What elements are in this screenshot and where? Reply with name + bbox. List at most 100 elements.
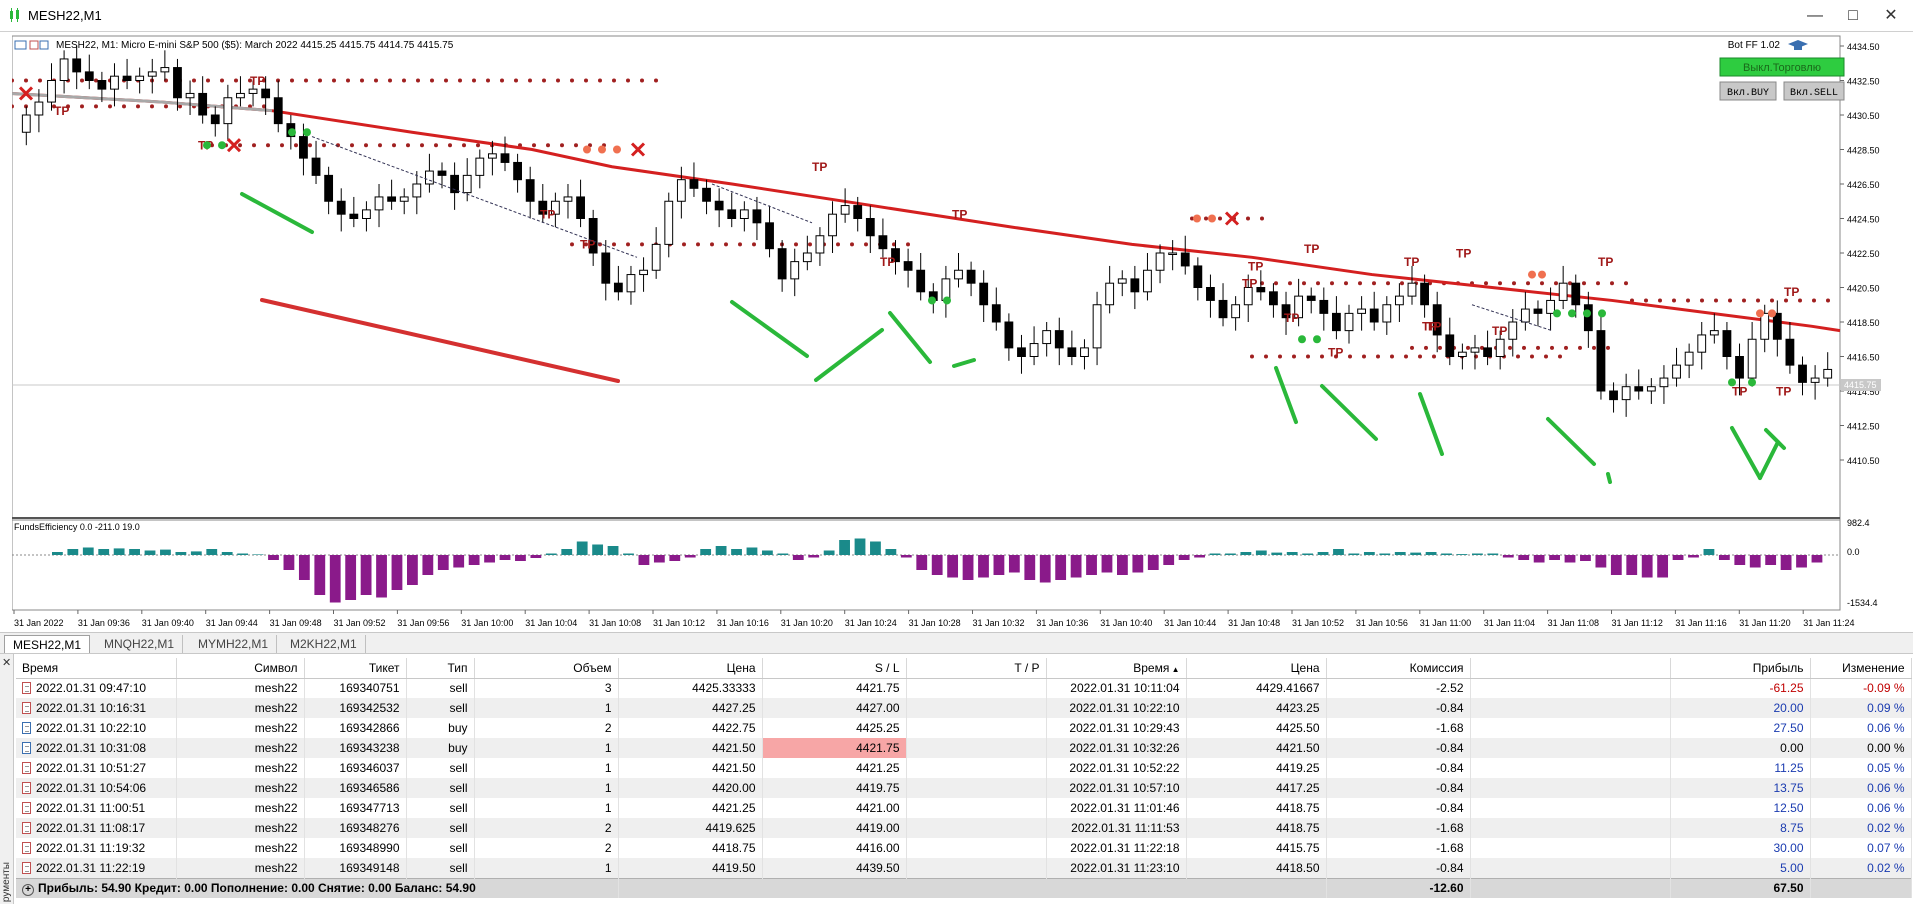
tp-level-dot — [38, 78, 42, 83]
column-header[interactable]: Цена — [618, 658, 763, 679]
column-header[interactable]: Комиссия — [1326, 658, 1471, 679]
maximize-icon[interactable]: □ — [1848, 7, 1858, 24]
histogram-bar — [684, 555, 696, 558]
table-row[interactable]: 2022.01.31 10:51:27 mesh22 169346037 sell 1 4… — [16, 758, 1912, 778]
table-cell: -0.84 — [1326, 798, 1471, 818]
column-header[interactable]: Тикет — [304, 658, 407, 679]
table-cell: sell — [406, 758, 475, 778]
buy-on-button[interactable]: Вкл.BUY — [1719, 81, 1777, 101]
entry-signal-dot — [1748, 378, 1756, 387]
table-cell — [1470, 738, 1671, 758]
candle — [840, 188, 850, 223]
sell-on-button[interactable]: Вкл.SELL — [1783, 81, 1845, 101]
table-cell: 2022.01.31 11:23:10 — [1046, 858, 1187, 878]
minimize-icon[interactable]: — — [1807, 7, 1823, 24]
tp-level-dot — [234, 78, 238, 83]
table-row[interactable]: 2022.01.31 11:19:32 mesh22 169348990 sell 2 4… — [16, 838, 1912, 858]
column-header[interactable]: Символ — [176, 658, 305, 679]
entry-signal-dot — [1553, 309, 1561, 318]
candle — [399, 188, 409, 215]
table-row[interactable]: 2022.01.31 10:22:10 mesh22 169342866 buy 2 44… — [16, 718, 1912, 738]
candle — [223, 84, 233, 141]
tp-level-dot — [294, 143, 298, 148]
close-icon[interactable]: ✕ — [2, 657, 12, 669]
tp-level-dot — [1558, 354, 1562, 359]
table-cell: buy — [406, 738, 475, 758]
column-header[interactable] — [1470, 658, 1671, 679]
chart-objects-icon[interactable] — [39, 40, 49, 50]
price-tick-label: 4432.50 — [1847, 77, 1880, 87]
tp-level-dot — [906, 242, 910, 247]
candle — [1684, 343, 1694, 379]
table-cell: 4421.25 — [762, 758, 907, 778]
tab-m2kh22[interactable]: M2KH22,M1 — [282, 635, 366, 653]
column-header[interactable]: Тип — [406, 658, 475, 679]
table-row[interactable]: 2022.01.31 10:54:06 mesh22 169346586 sell 1 4… — [16, 778, 1912, 798]
tab-mymh22[interactable]: MYMH22,M1 — [190, 635, 278, 653]
table-row[interactable]: 2022.01.31 10:16:31 mesh22 169342532 sell 1 4… — [16, 698, 1912, 718]
tp-level-dot — [238, 143, 242, 148]
tp-level-dot — [1672, 298, 1676, 303]
tp-level-dot — [1686, 298, 1690, 303]
chart-settings-icon[interactable] — [29, 40, 39, 50]
close-icon[interactable]: ✕ — [1884, 7, 1898, 24]
histogram-bar — [792, 555, 804, 560]
table-cell: 4421.50 — [618, 738, 763, 758]
table-row[interactable]: 2022.01.31 11:08:17 mesh22 169348276 sell 2 4… — [16, 818, 1912, 838]
histogram-bar — [298, 555, 310, 580]
tab-mesh22[interactable]: MESH22,M1 — [4, 635, 91, 653]
table-cell — [1470, 778, 1671, 798]
table-cell: 169342866 — [304, 718, 407, 738]
table-row[interactable]: 2022.01.31 09:47:10 mesh22 169340751 sell 3 4… — [16, 678, 1912, 698]
candle — [752, 196, 762, 241]
green-trend-stroke — [730, 300, 809, 358]
column-header[interactable]: Цена — [1186, 658, 1327, 679]
column-header[interactable]: Объем — [474, 658, 619, 679]
candle — [110, 63, 119, 107]
column-header[interactable]: Прибыль — [1670, 658, 1811, 679]
candle — [1546, 287, 1555, 331]
table-cell: sell — [406, 798, 475, 818]
table-row[interactable]: 2022.01.31 10:31:08 mesh22 169343238 buy 1 44… — [16, 738, 1912, 758]
table-row[interactable]: 2022.01.31 11:22:19 mesh22 169349148 sell 1 4… — [16, 858, 1912, 878]
time-tick-label: 31 Jan 10:04 — [525, 618, 577, 628]
red-trend-stroke — [260, 298, 620, 383]
column-header[interactable]: Время ▲ — [1046, 658, 1187, 679]
column-header[interactable]: Время — [16, 658, 177, 679]
time-tick-label: 31 Jan 09:36 — [78, 618, 130, 628]
tp-level-dot — [738, 242, 742, 247]
table-cell: 2022.01.31 10:22:10 — [16, 718, 177, 738]
table-row[interactable]: 2022.01.31 11:00:51 mesh22 169347713 sell 1 4… — [16, 798, 1912, 818]
histogram-bar — [607, 546, 619, 555]
chart-area[interactable]: TP TP TP TP TP TP TP TP TP TP TP TP TP TP TP TP TP TP TP TP… — [10, 34, 1913, 632]
column-header[interactable]: Изменение — [1810, 658, 1912, 679]
tab-mnqh22[interactable]: MNQH22,M1 — [96, 635, 184, 653]
histogram-bar — [468, 555, 480, 565]
tp-level-dot — [416, 78, 420, 83]
tp-level-dot — [892, 242, 896, 247]
candle — [1596, 313, 1606, 400]
table-cell: buy — [406, 718, 475, 738]
expand-icon[interactable]: + — [22, 883, 34, 896]
histogram-bar — [1055, 555, 1067, 580]
tp-level-dot — [1400, 281, 1404, 286]
candle — [1306, 287, 1316, 314]
table-cell: sell — [406, 778, 475, 798]
tp-level-dot — [864, 242, 868, 247]
column-header[interactable]: S / L — [762, 658, 907, 679]
candle — [1105, 265, 1115, 314]
trade-off-button[interactable]: Выкл.Торговлю — [1719, 57, 1845, 77]
table-cell: 2022.01.31 11:01:46 — [1046, 798, 1187, 818]
table-cell: 4419.25 — [1186, 758, 1327, 778]
histogram-bar — [1008, 555, 1020, 573]
table-cell: 169343238 — [304, 738, 407, 758]
chart-menu-icon[interactable] — [14, 40, 27, 50]
histogram-bar — [437, 555, 449, 570]
tp-level-dot — [266, 143, 270, 148]
table-cell: 4421.00 — [762, 798, 907, 818]
column-header[interactable]: T / P — [906, 658, 1047, 679]
table-cell: 0.07 % — [1810, 838, 1912, 858]
table-cell: 4427.00 — [762, 698, 907, 718]
table-cell: 4421.50 — [1186, 738, 1327, 758]
